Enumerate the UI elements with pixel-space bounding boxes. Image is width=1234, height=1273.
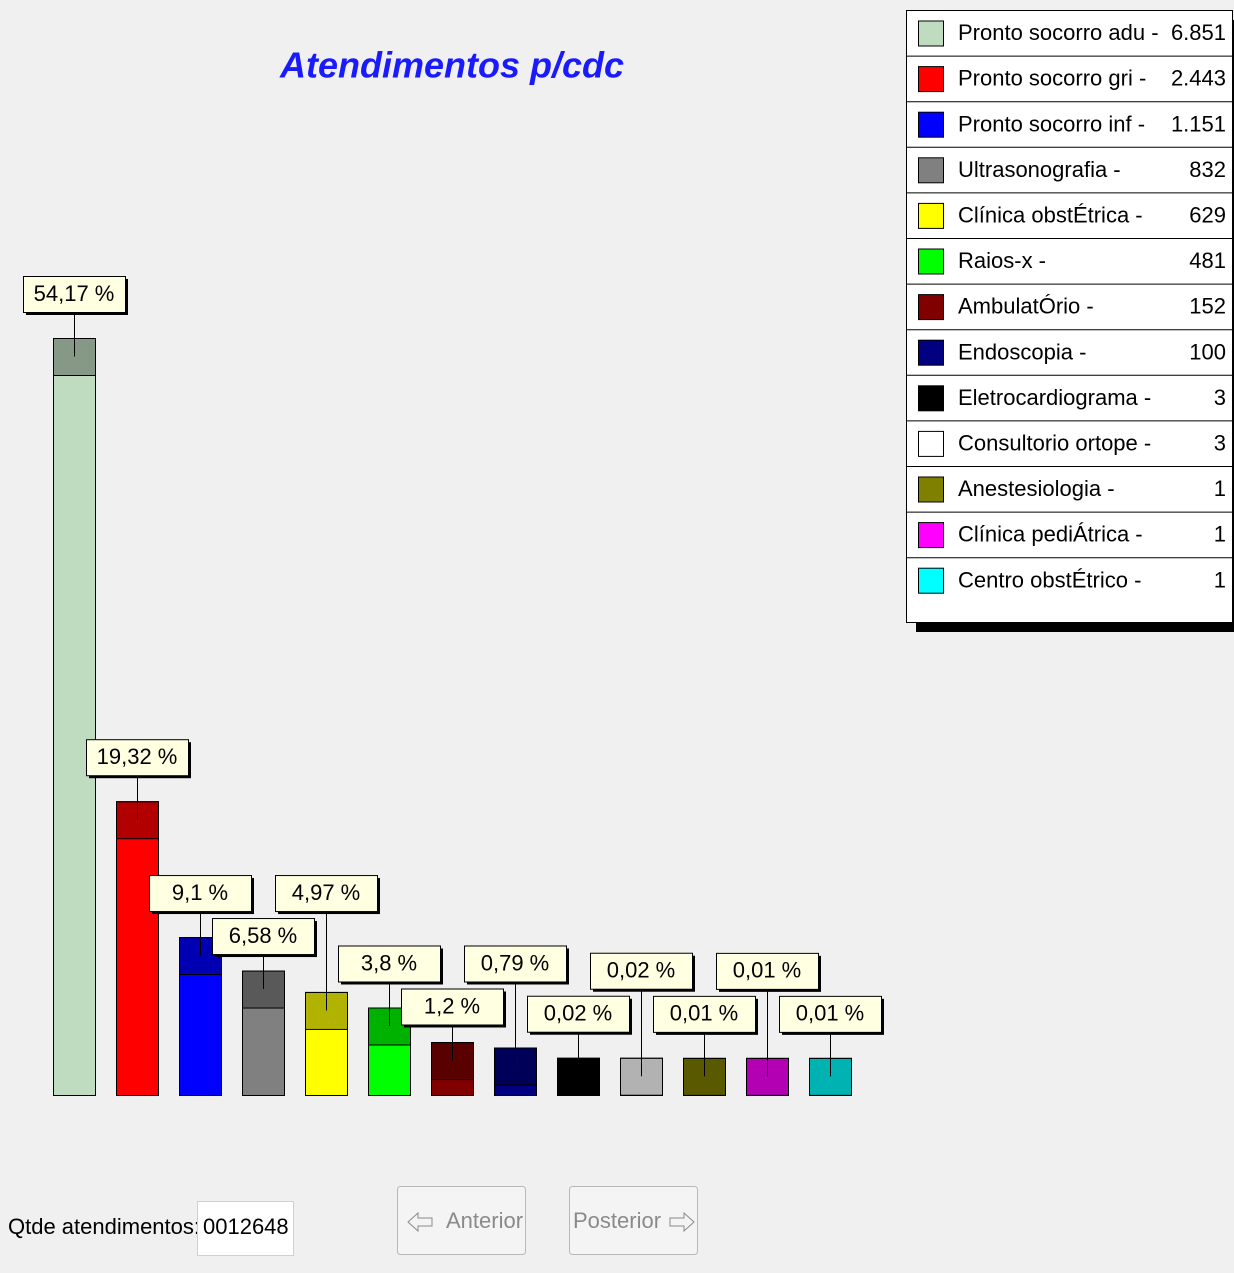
label-box (23, 276, 126, 313)
data-label: 3,8 % (361, 950, 417, 975)
prev-button-text: Anterior (446, 1208, 523, 1233)
data-label: 9,1 % (172, 880, 228, 905)
legend-swatch (918, 567, 944, 594)
data-label: 0,01 % (733, 958, 802, 983)
legend-label: Pronto socorro inf - (958, 111, 1145, 136)
legend-count: 3 (1214, 385, 1226, 410)
label-box (275, 875, 378, 913)
legend-box (906, 10, 1233, 623)
data-label: 54,17 % (34, 281, 115, 306)
legend-count: 2.443 (1171, 66, 1226, 91)
legend-count: 152 (1189, 294, 1226, 319)
label-box (212, 918, 315, 956)
data-label: 0,02 % (544, 1001, 613, 1026)
legend-label: Endoscopia - (958, 339, 1086, 364)
label-box (338, 945, 441, 983)
legend-swatch (918, 522, 944, 549)
data-label: 0,79 % (481, 950, 550, 975)
legend-count: 6.851 (1171, 20, 1226, 45)
legend-swatch (918, 339, 944, 366)
data-label: 1,2 % (424, 993, 480, 1018)
legend-swatch (918, 157, 944, 184)
legend-label: Ultrasonografia - (958, 157, 1121, 182)
prev-button[interactable] (397, 1186, 526, 1255)
legend-swatch (918, 248, 944, 275)
legend-swatch (918, 202, 944, 229)
legend-label: Centro obstÉtrico - (958, 567, 1141, 592)
bar (242, 970, 285, 1096)
footer: Qtde atendimentos: 0012648 Anterior Post… (8, 1186, 698, 1256)
label-box (401, 988, 504, 1026)
label-box (464, 945, 567, 983)
legend-count: 1.151 (1171, 111, 1226, 136)
legend: Pronto socorro adu - 6.851 Pronto socorro … (906, 10, 1234, 632)
legend-count: 100 (1189, 339, 1226, 364)
legend-label: AmbulatÓrio - (958, 294, 1094, 319)
data-label: 0,01 % (796, 1001, 865, 1026)
legend-swatch (918, 430, 944, 457)
legend-swatch (918, 111, 944, 138)
count-field[interactable] (197, 1201, 294, 1256)
data-label: 0,02 % (607, 958, 676, 983)
data-label: 19,32 % (97, 744, 178, 769)
label-box (653, 995, 756, 1033)
plot: 54,17 % 19,32 % 9,1 %6,58 % 4,97 % 3,8 % 1,2 … (23, 276, 884, 1097)
legend-label: Eletrocardiograma - (958, 385, 1151, 410)
legend-label: Clínica pediÁtrica - (958, 522, 1143, 547)
legend-swatch (918, 476, 944, 503)
legend-label: Anestesiologia - (958, 476, 1115, 501)
count-field-text: 0012648 (203, 1214, 289, 1239)
label-box (86, 739, 189, 777)
legend-count: 832 (1189, 157, 1226, 182)
data-label: 0,01 % (670, 1001, 739, 1026)
legend-count: 1 (1214, 522, 1226, 547)
next-button[interactable] (569, 1186, 698, 1255)
legend-swatch (918, 385, 944, 412)
legend-label: Consultorio ortope - (958, 431, 1151, 456)
data-label: 4,97 % (292, 880, 361, 905)
legend-count: 1 (1214, 476, 1226, 501)
next-arrow (669, 1211, 695, 1233)
legend-label: Clínica obstÉtrica - (958, 203, 1143, 228)
legend-count: 3 (1214, 431, 1226, 456)
data-label: 6,58 % (229, 923, 298, 948)
chart-title: Atendimentos p/cdc (279, 45, 624, 86)
legend-label: Pronto socorro adu - (958, 20, 1159, 45)
legend-count: 1 (1214, 567, 1226, 592)
label-box (590, 952, 693, 990)
count-label: Qtde atendimentos: (8, 1214, 200, 1239)
legend-swatch (918, 294, 944, 321)
legend-swatch (918, 66, 944, 93)
label-box (779, 995, 882, 1033)
legend-label: Pronto socorro gri - (958, 66, 1146, 91)
next-button-text: Posterior (573, 1208, 661, 1233)
legend-count: 481 (1189, 248, 1226, 273)
bar (53, 338, 96, 1096)
label-box (716, 952, 819, 990)
label-box (149, 875, 252, 913)
legend-label: Raios-x - (958, 248, 1046, 273)
legend-count: 629 (1189, 203, 1226, 228)
bar (116, 801, 159, 1097)
legend-swatch (918, 20, 944, 47)
prev-arrow (407, 1211, 433, 1233)
label-box (527, 995, 630, 1033)
